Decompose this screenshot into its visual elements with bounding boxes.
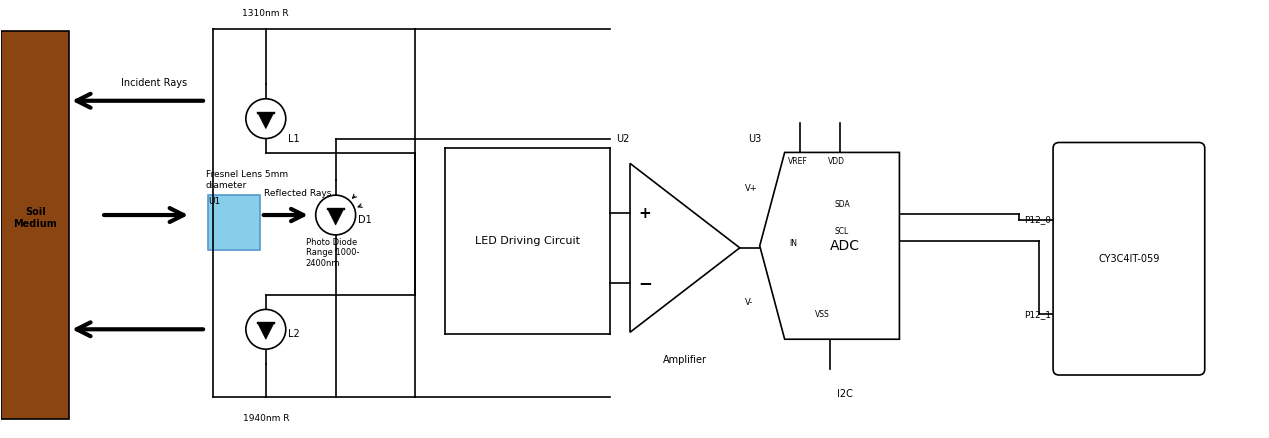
Text: SDA: SDA bbox=[835, 200, 850, 209]
Text: L2: L2 bbox=[288, 329, 299, 339]
Text: Incident Rays: Incident Rays bbox=[121, 78, 188, 88]
Bar bbox=[208, 195, 260, 250]
Text: D1: D1 bbox=[358, 215, 372, 225]
Circle shape bbox=[316, 195, 355, 235]
Text: VDD: VDD bbox=[827, 157, 845, 166]
Text: P12_1: P12_1 bbox=[1024, 310, 1051, 319]
Text: Photo Diode
Range 1000-
2400nm: Photo Diode Range 1000- 2400nm bbox=[306, 238, 359, 268]
Polygon shape bbox=[760, 152, 900, 339]
Text: 1310nm R: 1310nm R bbox=[242, 9, 289, 18]
Text: LED Driving Circuit: LED Driving Circuit bbox=[475, 237, 580, 246]
Text: IN: IN bbox=[789, 239, 798, 248]
Text: VSS: VSS bbox=[815, 311, 830, 319]
Text: 1940nm R: 1940nm R bbox=[242, 414, 289, 423]
Text: SCL: SCL bbox=[835, 227, 849, 236]
Polygon shape bbox=[258, 323, 274, 339]
Text: Amplifier: Amplifier bbox=[662, 355, 707, 365]
Polygon shape bbox=[629, 163, 740, 332]
Text: VREF: VREF bbox=[788, 157, 807, 166]
Polygon shape bbox=[327, 209, 344, 225]
Polygon shape bbox=[258, 113, 274, 129]
Text: Reflected Rays: Reflected Rays bbox=[264, 189, 331, 198]
Text: I2C: I2C bbox=[836, 389, 853, 399]
Text: U2: U2 bbox=[615, 134, 629, 144]
Text: −: − bbox=[638, 274, 652, 292]
Bar bbox=[1, 31, 70, 419]
Text: +: + bbox=[638, 205, 651, 221]
Text: Soil
Medium: Soil Medium bbox=[14, 207, 57, 229]
Text: U3: U3 bbox=[747, 134, 761, 144]
Circle shape bbox=[246, 309, 286, 349]
Text: V-: V- bbox=[745, 298, 753, 307]
Text: L1: L1 bbox=[288, 134, 299, 144]
Text: U1: U1 bbox=[208, 197, 221, 206]
Text: P12_0: P12_0 bbox=[1024, 215, 1051, 225]
Text: CY3C4IT-059: CY3C4IT-059 bbox=[1098, 254, 1160, 264]
Text: ADC: ADC bbox=[830, 239, 859, 253]
FancyBboxPatch shape bbox=[1053, 142, 1204, 375]
Text: V+: V+ bbox=[745, 184, 758, 193]
Circle shape bbox=[246, 99, 286, 138]
Text: Fresnel Lens 5mm
diameter: Fresnel Lens 5mm diameter bbox=[206, 170, 288, 190]
